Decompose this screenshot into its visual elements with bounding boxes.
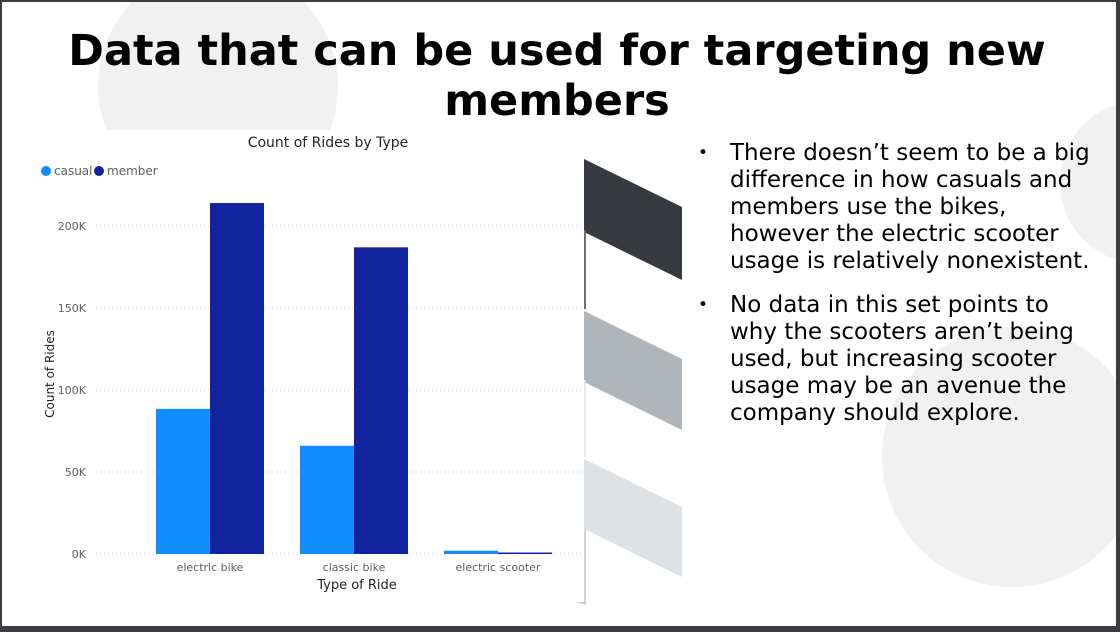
chart-title: Count of Rides by Type bbox=[248, 135, 409, 151]
y-tick-label: 100K bbox=[58, 384, 87, 397]
bullet-dot: • bbox=[698, 143, 709, 163]
legend-marker-member bbox=[94, 166, 104, 176]
bullet-list: • There doesn’t seem to be a big differen… bbox=[694, 140, 1094, 444]
chart-panel: Count of Rides by Type casual member 0K 5… bbox=[28, 130, 584, 602]
bar-member-electric-bike bbox=[210, 203, 264, 554]
bar-member-electric-scooter bbox=[498, 552, 552, 554]
y-tick-label: 200K bbox=[58, 220, 87, 233]
bar-casual-electric-bike bbox=[156, 408, 210, 554]
deco-chevron-mid bbox=[580, 309, 682, 430]
x-tick-label: electric scooter bbox=[456, 561, 541, 574]
bullet-dot: • bbox=[698, 295, 709, 315]
x-axis-ticks: electric bike classic bike electric scoote… bbox=[177, 561, 541, 574]
deco-circle-right-top bbox=[1060, 104, 1116, 260]
bullet-item: • No data in this set points to why the s… bbox=[694, 292, 1094, 427]
bar-casual-electric-scooter bbox=[444, 550, 498, 554]
x-tick-label: electric bike bbox=[177, 561, 244, 574]
x-tick-label: classic bike bbox=[323, 561, 386, 574]
bars bbox=[156, 203, 552, 554]
slide-title: Data that can be used for targeting new … bbox=[68, 26, 1046, 126]
deco-chevron-dark bbox=[580, 157, 682, 280]
y-tick-label: 50K bbox=[65, 466, 87, 479]
x-axis-title: Type of Ride bbox=[316, 578, 397, 593]
legend-label-casual: casual bbox=[54, 164, 93, 178]
legend-marker-casual bbox=[41, 166, 51, 176]
legend: casual member bbox=[41, 164, 158, 178]
bullet-text: No data in this set points to why the sc… bbox=[730, 292, 1074, 426]
legend-label-member: member bbox=[107, 164, 158, 178]
deco-chevron-light bbox=[580, 457, 682, 577]
y-axis-title: Count of Rides bbox=[43, 330, 57, 418]
bar-member-classic-bike bbox=[354, 247, 408, 554]
bullet-text: There doesn’t seem to be a big differenc… bbox=[730, 140, 1090, 274]
deco-circle-right-bottom bbox=[882, 327, 1116, 587]
bar-chart: Count of Rides by Type casual member 0K 5… bbox=[41, 135, 584, 593]
y-axis-ticks: 0K 50K 100K 150K 200K bbox=[58, 220, 87, 561]
bullet-item: • There doesn’t seem to be a big differen… bbox=[694, 140, 1094, 275]
bar-casual-classic-bike bbox=[300, 445, 354, 554]
y-tick-label: 150K bbox=[58, 302, 87, 315]
y-tick-label: 0K bbox=[72, 548, 87, 561]
